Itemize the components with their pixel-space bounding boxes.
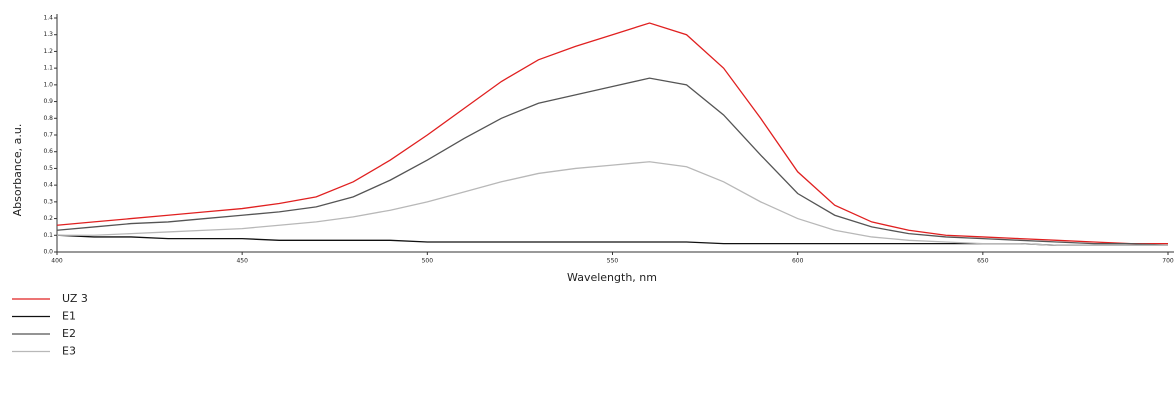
y-tick-label: 0.9 <box>43 98 53 105</box>
x-axis-label: Wavelength, nm <box>567 271 657 284</box>
y-tick-label: 0.1 <box>43 232 53 239</box>
series-line <box>56 22 1168 245</box>
x-tick-label: 700 <box>1162 258 1174 265</box>
legend-text: E3 <box>62 345 76 358</box>
y-tick-label: 1.2 <box>43 48 53 55</box>
y-tick-label: 1.3 <box>43 31 53 38</box>
series-line <box>56 77 1169 246</box>
y-tick-label: 0.0 <box>43 249 53 256</box>
y-tick-label: 1.1 <box>43 65 53 72</box>
x-tick-label: 650 <box>977 258 989 265</box>
x-tick-label: 450 <box>236 258 248 265</box>
x-tick-label: 600 <box>792 258 804 265</box>
x-tick-label: 500 <box>422 258 434 265</box>
y-tick-label: 0.2 <box>43 215 53 222</box>
y-tick-label: 0.8 <box>43 115 53 122</box>
series-line <box>57 161 1168 246</box>
y-tick-label: 0.7 <box>43 132 53 139</box>
y-tick-label: 1.4 <box>43 15 53 22</box>
y-tick-label: 0.5 <box>43 165 53 172</box>
legend-text: UZ 3 <box>62 292 88 305</box>
y-tick-label: 1.0 <box>43 81 53 88</box>
legend-text: E1 <box>62 310 76 323</box>
x-tick-label: 550 <box>607 258 619 265</box>
y-axis-label: Absorbance, a.u. <box>11 124 24 217</box>
y-tick-label: 0.4 <box>43 182 53 189</box>
x-tick-label: 400 <box>51 258 63 265</box>
legend-text: E2 <box>62 327 76 340</box>
y-tick-label: 0.6 <box>43 148 53 155</box>
y-tick-label: 0.3 <box>43 198 53 205</box>
